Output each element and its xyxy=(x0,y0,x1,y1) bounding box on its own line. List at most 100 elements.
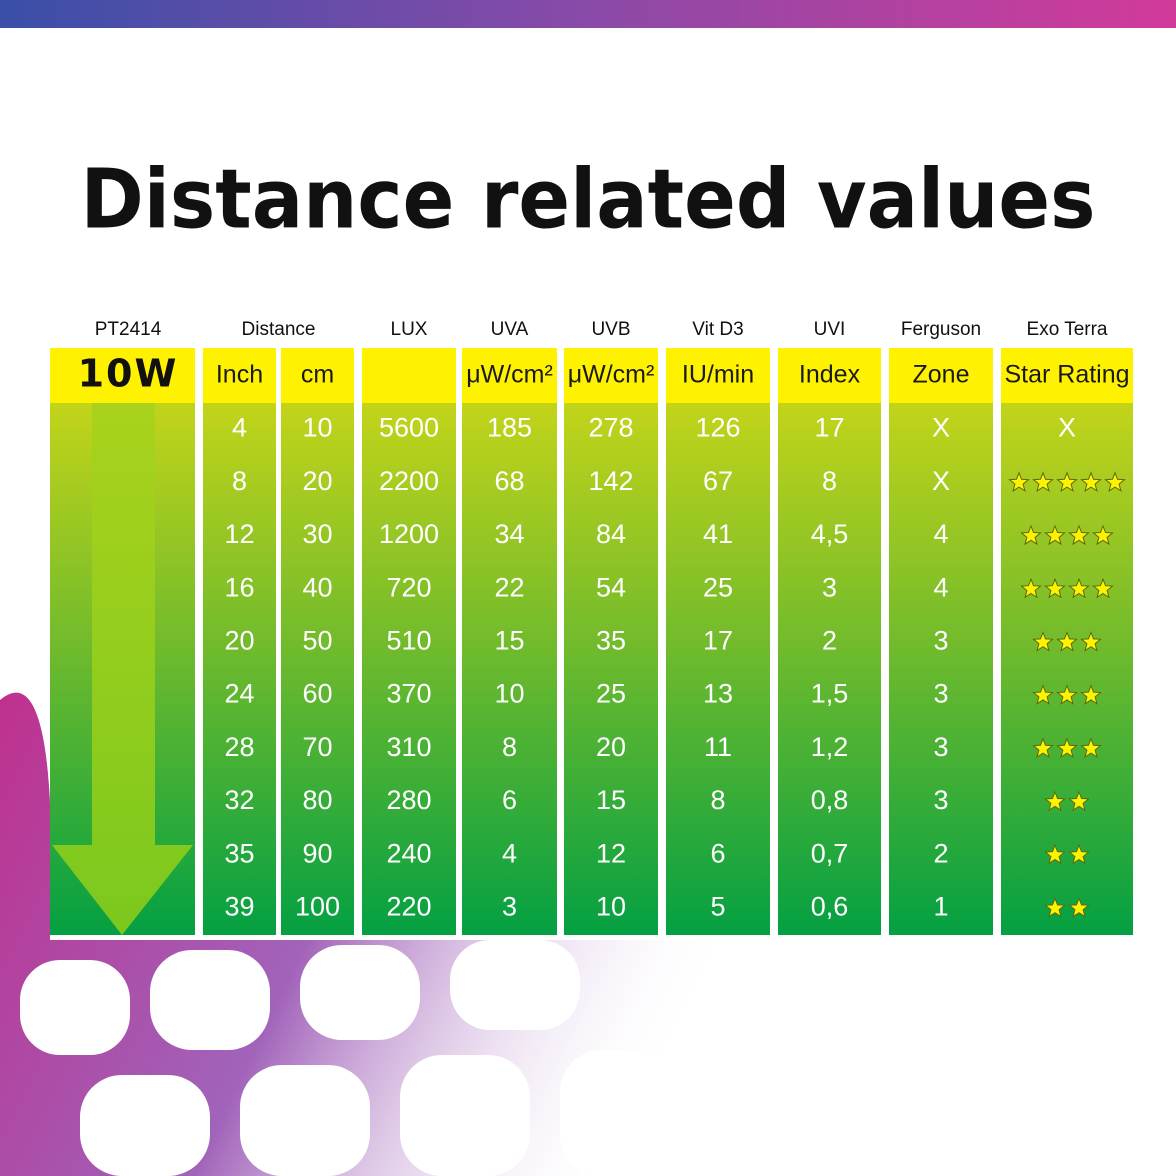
header-cell xyxy=(564,348,658,403)
table-cell: X xyxy=(1058,413,1076,443)
column-unit: Star Rating xyxy=(1004,361,1129,389)
table-cell: 20 xyxy=(224,626,254,656)
table-cell: 35 xyxy=(224,838,254,868)
table-cell: 720 xyxy=(386,572,431,602)
top-banner xyxy=(0,0,1176,28)
column-unit: Zone xyxy=(913,361,970,389)
table-cell: 280 xyxy=(386,785,431,815)
column-body xyxy=(1001,403,1133,935)
star xyxy=(1068,843,1090,865)
table-cell: 0,8 xyxy=(811,785,849,815)
star xyxy=(1068,897,1090,918)
table-cell: 3 xyxy=(502,892,517,922)
wattage: 10W xyxy=(78,352,179,396)
table-cell: 3 xyxy=(933,785,948,815)
table-cell: 142 xyxy=(588,466,633,496)
table-cell: 25 xyxy=(596,679,626,709)
table-cell: 32 xyxy=(224,785,254,815)
column-body xyxy=(462,403,557,935)
star xyxy=(1044,524,1066,546)
table-cell: 80 xyxy=(302,785,332,815)
table-cell: 28 xyxy=(224,732,254,762)
table-cell: 20 xyxy=(596,732,626,762)
table-cell: 12 xyxy=(224,519,254,549)
table-cell: 10 xyxy=(494,679,524,709)
column-unit: Index xyxy=(799,361,861,389)
header-cell xyxy=(281,348,354,403)
table-cell: 41 xyxy=(703,519,733,549)
table-cell: 16 xyxy=(224,572,254,602)
star xyxy=(1080,471,1102,493)
table-cell: 70 xyxy=(302,732,332,762)
table-cell: 60 xyxy=(302,679,332,709)
table-cell: 4 xyxy=(232,413,247,443)
table-cell: 1,5 xyxy=(811,679,849,709)
column-body xyxy=(203,403,276,935)
column-group: LUX xyxy=(391,319,428,340)
star xyxy=(1068,524,1090,546)
column-group: Vit D3 xyxy=(692,319,743,340)
table-cell: 240 xyxy=(386,838,431,868)
star xyxy=(1092,524,1114,546)
table-cell: 1200 xyxy=(379,519,439,549)
table-cell: 3 xyxy=(933,626,948,656)
star xyxy=(1080,631,1102,652)
table-cell: 4 xyxy=(933,519,948,549)
table-cell: 13 xyxy=(703,679,733,709)
star xyxy=(1080,737,1102,759)
header-cell xyxy=(666,348,770,403)
column-body xyxy=(564,403,658,935)
star xyxy=(1044,790,1066,812)
table-cell: X xyxy=(932,413,950,443)
table-cell: 40 xyxy=(302,572,332,602)
star xyxy=(1032,737,1054,759)
table-cell: 15 xyxy=(494,626,524,656)
table-cell: 3 xyxy=(933,732,948,762)
table-cell: 1,2 xyxy=(811,732,849,762)
table-cell: 0,6 xyxy=(811,892,849,922)
header-cell xyxy=(462,348,557,403)
table-cell: 5600 xyxy=(379,413,439,443)
title: Distance related values xyxy=(81,152,1096,247)
table-cell: 35 xyxy=(596,626,626,656)
star xyxy=(1044,577,1066,599)
column-group: Ferguson xyxy=(901,319,981,340)
column-unit: Inch xyxy=(216,361,263,389)
star xyxy=(1056,684,1078,705)
table-cell: 6 xyxy=(710,838,725,868)
star xyxy=(1008,471,1030,493)
table-cell: 126 xyxy=(695,413,740,443)
star xyxy=(1068,577,1090,599)
star xyxy=(1020,577,1042,599)
star xyxy=(1092,577,1114,599)
table-cell: 30 xyxy=(302,519,332,549)
table-cell: 8 xyxy=(502,732,517,762)
table-cell: 220 xyxy=(386,892,431,922)
table-cell: 4 xyxy=(502,838,517,868)
header-cell xyxy=(1001,348,1133,403)
table-cell: 15 xyxy=(596,785,626,815)
table-cell: 510 xyxy=(386,626,431,656)
column-unit: cm xyxy=(301,361,334,389)
star xyxy=(1068,790,1090,812)
star xyxy=(1080,684,1102,705)
background-decoration xyxy=(0,692,787,1176)
table-cell: 34 xyxy=(494,519,524,549)
table-cell: 12 xyxy=(596,838,626,868)
table-cell: 54 xyxy=(596,572,626,602)
table-cell: 84 xyxy=(596,519,626,549)
table-cell: 278 xyxy=(588,413,633,443)
table-cell: 8 xyxy=(710,785,725,815)
column-unit: μW/cm² xyxy=(568,361,655,389)
column-body xyxy=(666,403,770,935)
column-group: Exo Terra xyxy=(1027,319,1108,340)
header-cell xyxy=(778,348,881,403)
table-cell: 68 xyxy=(494,466,524,496)
table-cell: 90 xyxy=(302,838,332,868)
star xyxy=(1044,843,1066,865)
table-cell: 5 xyxy=(710,892,725,922)
distance-arrow xyxy=(52,403,193,935)
table-cell: 100 xyxy=(295,892,340,922)
